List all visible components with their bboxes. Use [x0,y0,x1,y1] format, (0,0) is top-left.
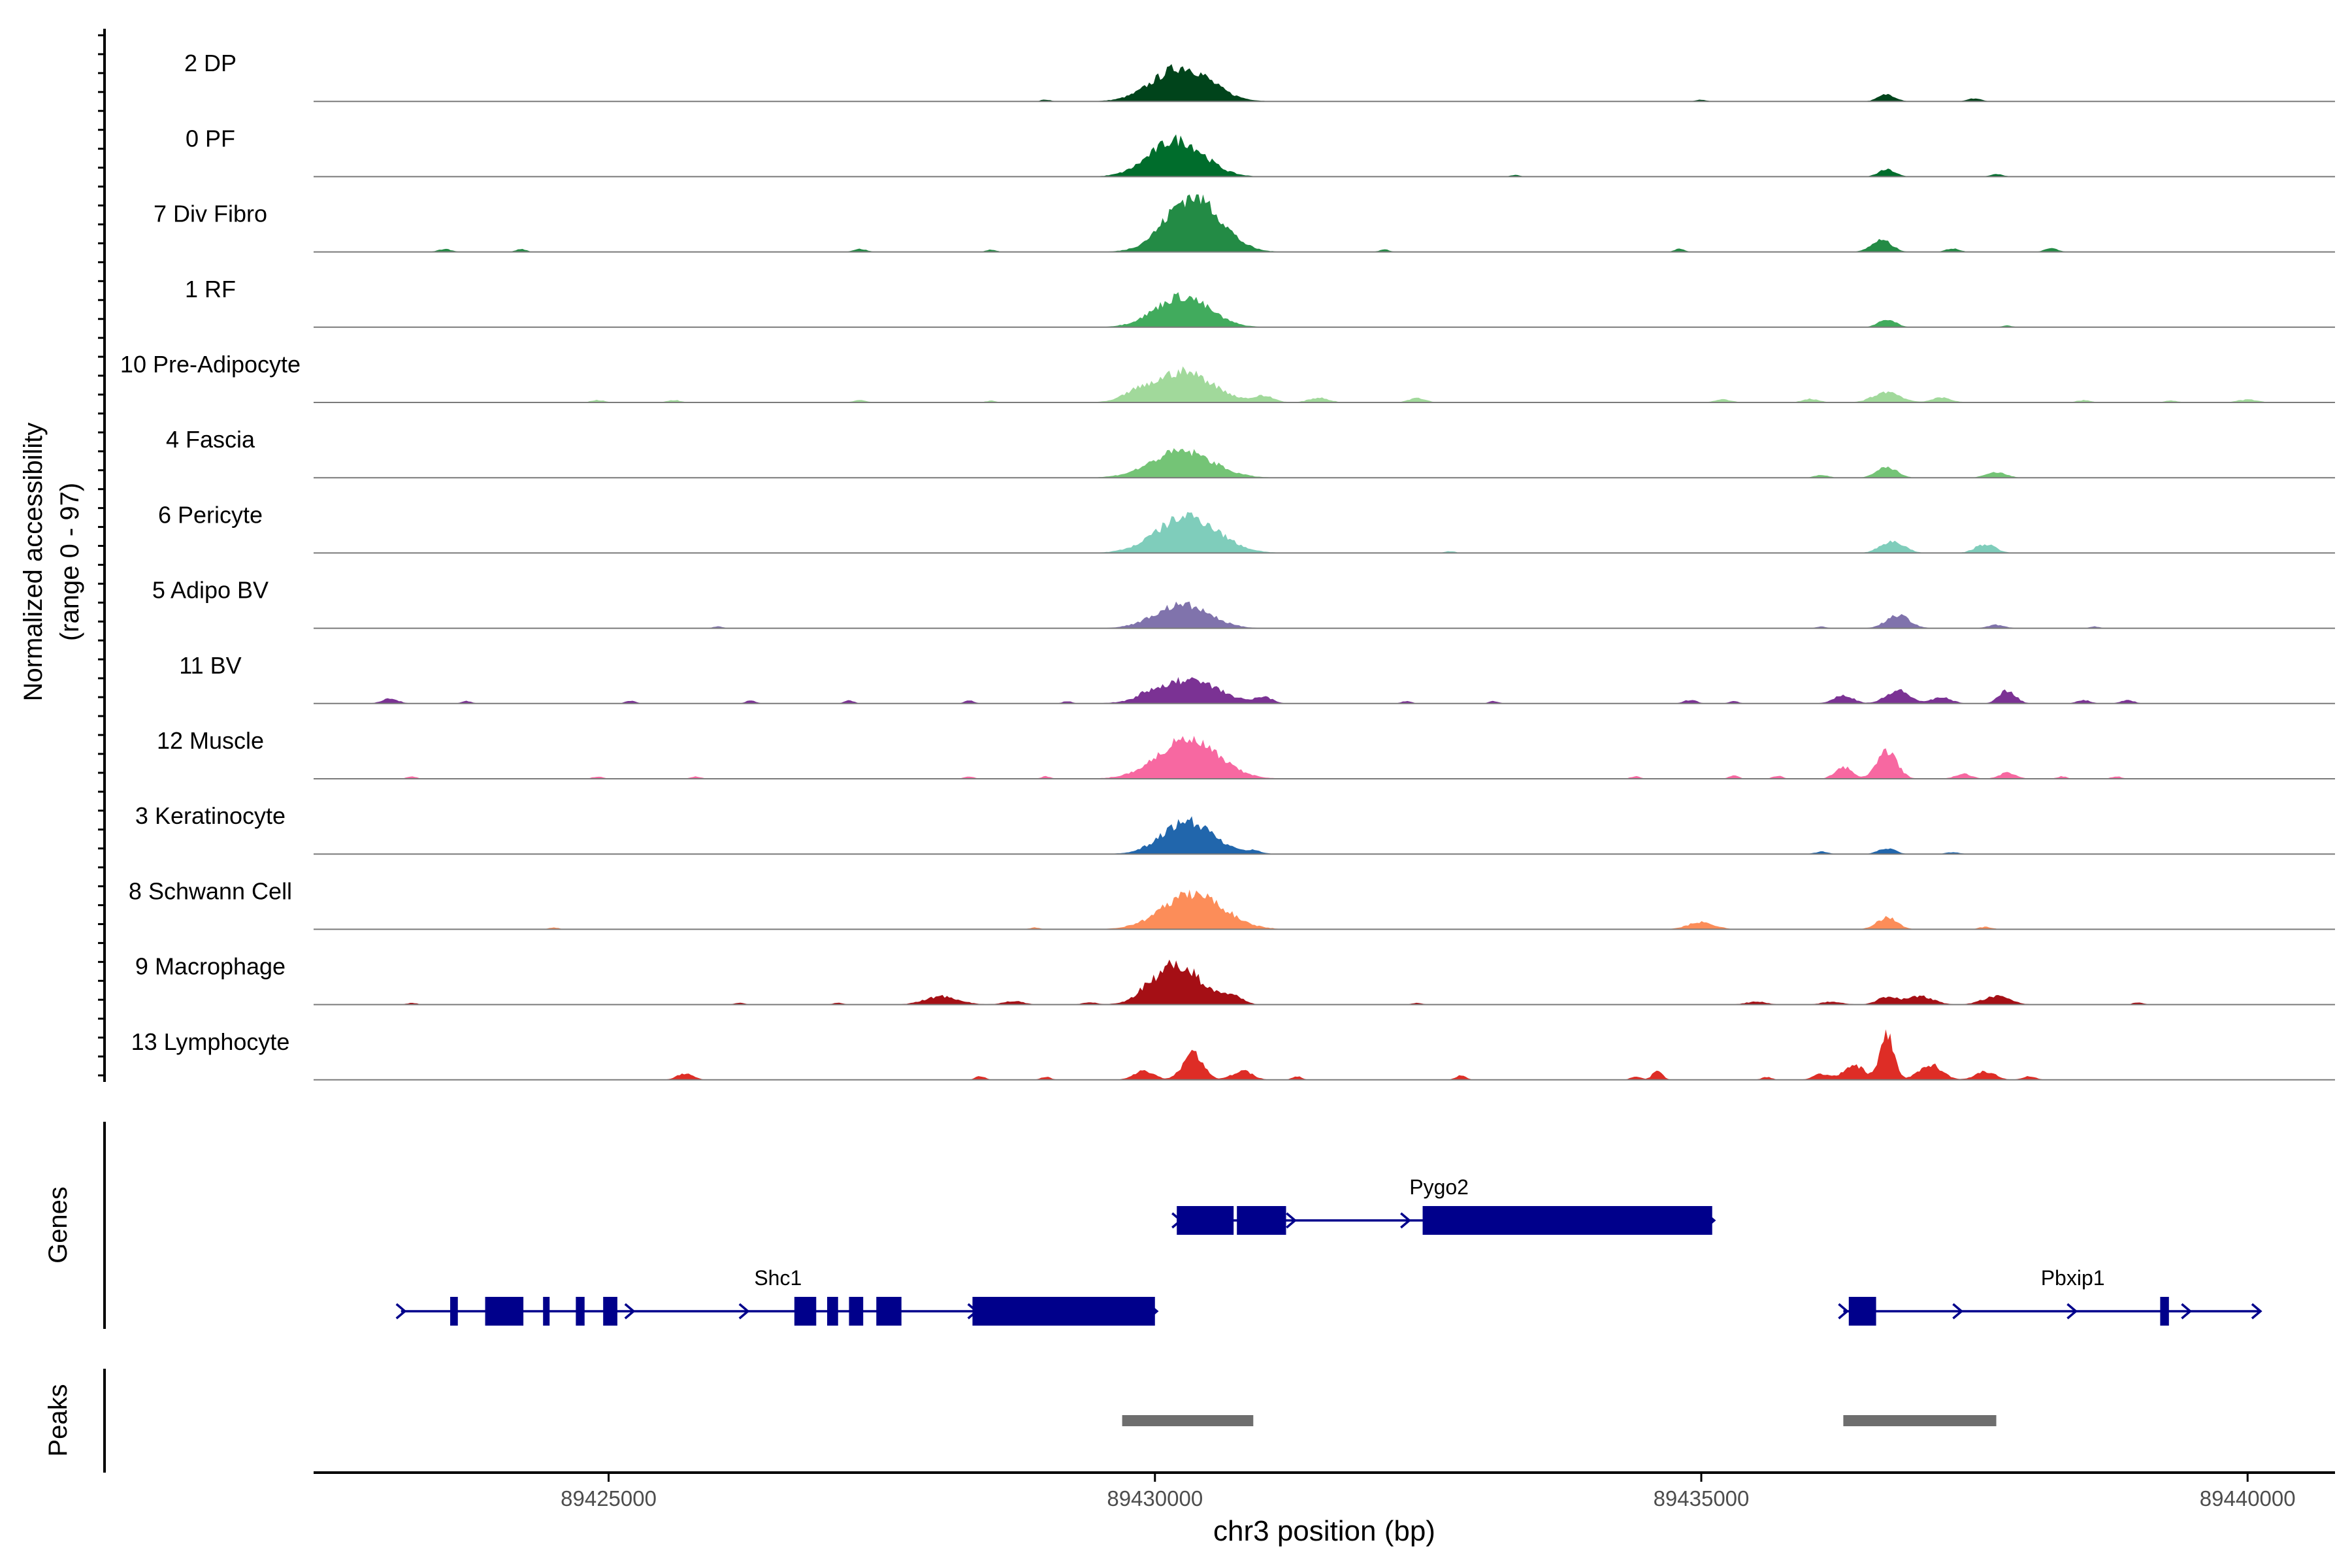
track-label: 2 DP [184,50,237,76]
coverage-area [314,64,2335,102]
coverage-area [314,601,2335,629]
exon [485,1297,524,1326]
strand-arrow [1400,1212,1411,1229]
track-label: 3 Keratinocyte [135,802,286,829]
y-axis-label-line2: (range 0 - 97) [56,483,84,641]
gene-annotation-track: Pygo2 Shc1 Pbxip1 [395,1175,2262,1326]
coverage-area [314,736,2335,779]
track-8-schwann-cell: 8 Schwann Cell [129,877,2335,930]
x-tick-label: 89440000 [2200,1486,2296,1511]
coverage-area [314,134,2335,177]
coverage-area [314,889,2335,930]
strand-arrow [2181,1303,2193,1320]
coverage-area [314,512,2335,553]
strand-arrow [1952,1303,1964,1320]
track-label: 10 Pre-Adipocyte [120,351,301,378]
gene-name: Pbxip1 [2041,1266,2105,1290]
strand-arrow [2066,1303,2078,1320]
exon [603,1297,617,1326]
peak-regions-track [1122,1415,1997,1426]
track-label: 5 Adipo BV [152,577,269,604]
genes-panel-label: Genes [44,1186,73,1264]
accessibility-y-axis [98,29,106,1082]
x-tick-label: 89425000 [561,1486,657,1511]
coverage-area [314,959,2335,1005]
coverage-area [314,677,2335,704]
x-axis-ticks: 89425000 89430000 89435000 89440000 [561,1473,2296,1511]
exon [1237,1206,1286,1235]
track-0-pf: 0 PF [186,125,2335,178]
track-13-lymphocyte: 13 Lymphocyte [131,1028,2335,1081]
exon [450,1297,458,1326]
track-4-fascia: 4 Fascia [166,426,2335,479]
x-tick-label: 89430000 [1107,1486,1203,1511]
track-label: 4 Fascia [166,426,255,453]
track-11-bv: 11 BV [179,652,2335,704]
exon [849,1297,864,1326]
track-6-pericyte: 6 Pericyte [158,501,2335,554]
track-5-adipo-bv: 5 Adipo BV [152,577,2335,629]
gene-name: Pygo2 [1409,1175,1469,1199]
strand-arrow [2251,1303,2262,1320]
track-label: 7 Div Fibro [154,201,267,227]
exon [1177,1206,1234,1235]
strand-arrow [395,1303,407,1320]
strand-arrow [1838,1303,1850,1320]
exon [1422,1206,1712,1235]
coverage-area [314,292,2335,327]
x-axis-label: chr3 position (bp) [1213,1515,1435,1547]
exon [972,1297,1155,1326]
strand-arrow [738,1303,750,1320]
track-7-div-fibro: 7 Div Fibro [154,194,2335,253]
track-label: 1 RF [185,276,236,302]
y-axis-label: Normalized accessibility [19,423,48,702]
track-label: 11 BV [179,652,241,679]
track-10-pre-adipocyte: 10 Pre-Adipocyte [120,351,2335,403]
coverage-area [314,816,2335,855]
gene-name: Shc1 [754,1266,802,1290]
y-axis-label-line1: Normalized accessibility [19,423,48,702]
exon [876,1297,902,1326]
y-axis-range-label: (range 0 - 97) [56,483,84,641]
coverage-area [314,366,2335,402]
track-12-muscle: 12 Muscle [157,727,2335,779]
coverage-area [314,194,2335,252]
strand-arrow [1286,1212,1297,1229]
track-label: 9 Macrophage [135,953,286,980]
gene-pygo2: Pygo2 [1171,1175,1716,1235]
coverage-area [314,448,2335,478]
track-label: 12 Muscle [157,727,264,754]
track-2-dp: 2 DP [184,50,2335,103]
exon [827,1297,838,1326]
track-label: 6 Pericyte [158,501,263,528]
track-label: 8 Schwann Cell [129,877,292,904]
exon [1848,1297,1876,1326]
peaks-panel-label: Peaks [44,1384,73,1456]
exon [576,1297,585,1326]
x-tick-label: 89435000 [1654,1486,1750,1511]
coverage-area [314,1029,2335,1080]
track-3-keratinocyte: 3 Keratinocyte [135,802,2335,855]
track-9-macrophage: 9 Macrophage [135,953,2335,1005]
exon [543,1297,550,1326]
peak-region [1122,1415,1254,1426]
gene-shc1: Shc1 [395,1266,1159,1326]
track-1-rf: 1 RF [185,276,2335,328]
exon [794,1297,817,1326]
strand-arrow [624,1303,636,1320]
peak-region [1843,1415,1997,1426]
gene-pbxip1: Pbxip1 [1838,1266,2262,1326]
track-label: 13 Lymphocyte [131,1028,290,1055]
exon [2160,1297,2169,1326]
track-label: 0 PF [186,125,235,152]
coverage-tracks: 2 DP 0 PF 7 Div Fibro 1 RF 10 Pre-Adipocyte 4… [120,50,2335,1081]
